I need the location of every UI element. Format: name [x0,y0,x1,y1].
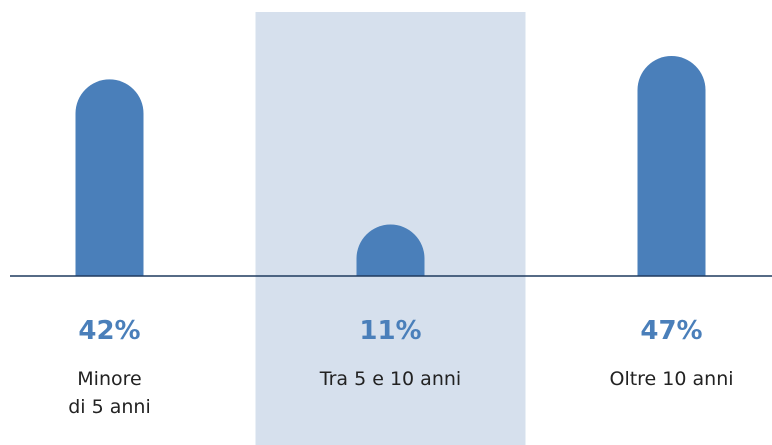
value-label: 47% [640,316,703,346]
x-tick-label: Minore di 5 anni [68,368,151,418]
x-tick-label: Tra 5 e 10 anni [319,368,462,390]
value-label: 42% [78,316,141,346]
value-label: 11% [359,316,422,346]
bar [75,79,144,276]
bar [637,55,706,276]
bar [356,224,425,276]
x-tick-label: Oltre 10 anni [609,368,734,390]
